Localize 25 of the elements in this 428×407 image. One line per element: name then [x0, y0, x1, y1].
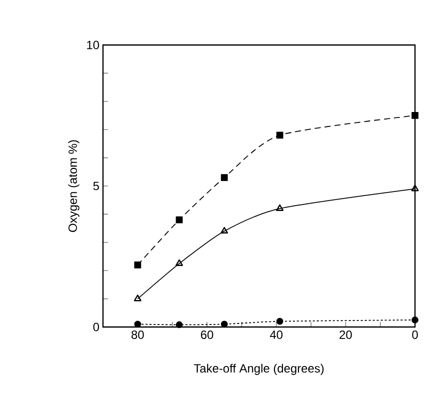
- point: [176, 321, 183, 328]
- point: [134, 320, 142, 328]
- y-tick-label: 0: [93, 322, 100, 332]
- y-tick-label: 10: [87, 40, 100, 50]
- point: [412, 316, 418, 324]
- point: [412, 112, 418, 119]
- x-tick-label: 0: [412, 330, 418, 339]
- point: [276, 318, 284, 325]
- x-tick-label: 80: [132, 330, 144, 339]
- point: [276, 132, 284, 139]
- point: [276, 204, 284, 211]
- point: [176, 259, 183, 266]
- y-tick-label: 5: [93, 182, 99, 190]
- point: [134, 294, 142, 302]
- point: [220, 320, 228, 328]
- point: [134, 262, 142, 268]
- x-tick-label: 60: [200, 330, 214, 339]
- point: [220, 174, 228, 181]
- x-tick-label: 20: [340, 330, 352, 339]
- point: [411, 184, 419, 192]
- x-axis-title: Take-off Angle (degrees): [194, 364, 324, 375]
- y-axis-title: Oxygen (atom %): [68, 140, 80, 232]
- point: [220, 226, 228, 234]
- point: [176, 216, 183, 224]
- x-tick-label: 40: [270, 330, 283, 339]
